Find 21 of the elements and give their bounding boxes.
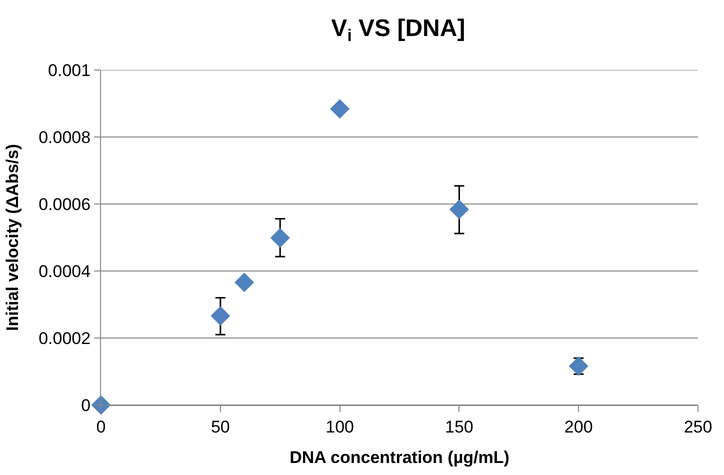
x-tick-label: 0: [96, 417, 106, 436]
point: [568, 356, 588, 376]
y-tick-label: 0.0008: [38, 128, 91, 147]
x-tick-label: 50: [210, 417, 230, 436]
x-tick-label: 100: [326, 417, 354, 436]
point: [270, 228, 290, 248]
y-tick-label: 0.0006: [38, 194, 91, 214]
chart-title: V$_{i}$ VS [DNA]: [331, 14, 466, 45]
y-axis-title: Initial velocity (ΔAbs/s): [3, 144, 22, 331]
x-axis-title: DNA concentration (µg/mL): [290, 448, 510, 467]
x-tick-label: 200: [564, 417, 593, 436]
x-tick-label: 250: [684, 417, 712, 436]
point: [210, 306, 230, 326]
y-tick-label: 0.0002: [38, 328, 91, 348]
y-tick-label: 0: [81, 396, 91, 415]
point: [449, 200, 469, 220]
point: [330, 99, 350, 119]
x-tick-label: 150: [445, 417, 474, 436]
y-tick-label: 0.0004: [38, 262, 91, 281]
y-tick-label: 0.001: [48, 60, 91, 80]
point: [234, 272, 254, 292]
